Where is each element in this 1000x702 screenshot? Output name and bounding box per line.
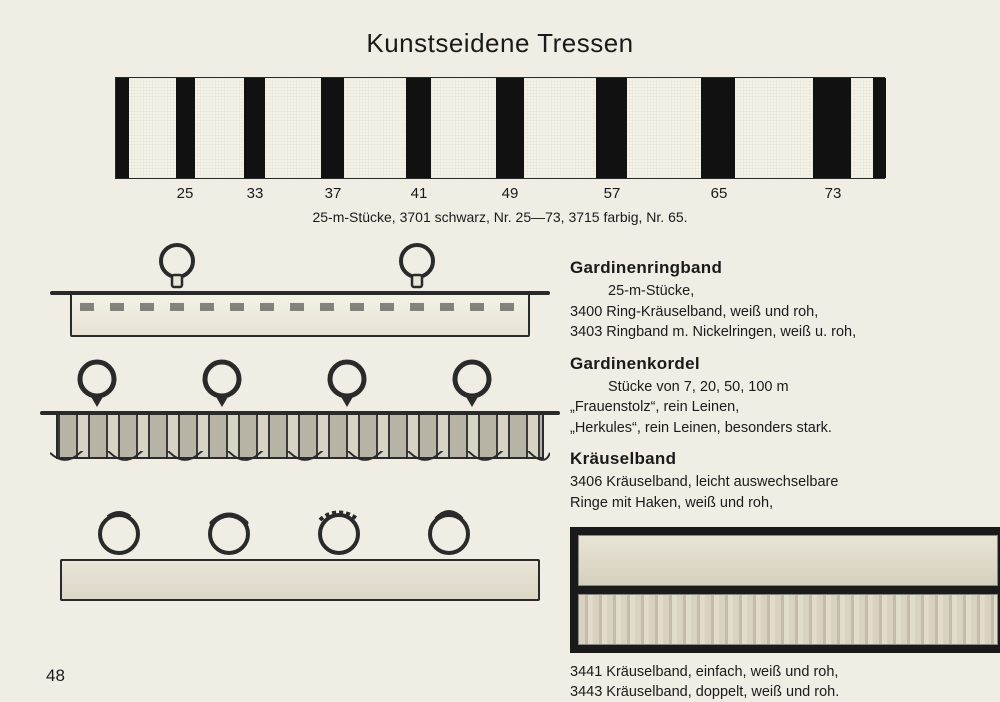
swatch-stripe xyxy=(873,78,886,178)
swatch-size-label: 57 xyxy=(604,185,621,202)
swatch-caption: 25-m-Stücke, 3701 schwarz, Nr. 25—73, 37… xyxy=(115,209,885,225)
sub-gardinenkordel: Stücke von 7, 20, 50, 100 m xyxy=(608,378,1000,398)
illustration-kordel xyxy=(60,511,540,601)
swatch-stripe xyxy=(813,78,851,178)
page-title: Kunstseidene Tressen xyxy=(40,28,960,59)
swatch-size-label: 65 xyxy=(711,185,728,202)
illustration-ringband xyxy=(70,253,530,333)
ring-icon xyxy=(420,505,478,563)
ring-icon xyxy=(150,241,204,295)
swatch-stripe xyxy=(244,78,265,178)
ring-icon xyxy=(195,359,249,413)
text-line: Ringe mit Haken, weiß und roh, xyxy=(570,494,1000,514)
text-line: 3443 Kräuselband, doppelt, weiß und roh. xyxy=(570,683,1000,702)
heading-kraeuselband: Kräuselband xyxy=(570,448,1000,471)
swatch-stripe xyxy=(701,78,735,178)
ring-icon xyxy=(200,505,258,563)
ring-icon xyxy=(320,359,374,413)
heading-gardinenringband: Gardinenringband xyxy=(570,257,1000,280)
ring-icon xyxy=(310,505,368,563)
swatch-stripe xyxy=(116,78,129,178)
swatch-size-label: 49 xyxy=(502,185,519,202)
sub-gardinenringband: 25-m-Stücke, xyxy=(608,282,1000,302)
swatch-size-label: 37 xyxy=(325,185,342,202)
swatch-size-label: 41 xyxy=(411,185,428,202)
heading-gardinenkordel: Gardinenkordel xyxy=(570,353,1000,376)
photo-strip-ruffled xyxy=(578,594,998,645)
tressen-swatch: 25 33 37 41 49 57 65 73 25-m-Stücke, 3701 schwa… xyxy=(115,77,885,225)
text-line: 3403 Ringband m. Nickelringen, weiß u. r… xyxy=(570,323,1000,343)
ring-icon xyxy=(390,241,444,295)
swatch-stripe xyxy=(321,78,344,178)
swatch-size-label: 25 xyxy=(177,185,194,202)
text-line: 3400 Ring-Kräuselband, weiß und roh, xyxy=(570,303,1000,323)
kraeuselband-photo xyxy=(570,527,1000,653)
ring-icon xyxy=(90,505,148,563)
text-line: 3441 Kräuselband, einfach, weiß und roh, xyxy=(570,663,1000,683)
ring-icon xyxy=(70,359,124,413)
text-line: 3406 Kräuselband, leicht auswechselbare xyxy=(570,473,1000,493)
swatch-stripe xyxy=(176,78,195,178)
photo-strip-plain xyxy=(578,535,998,586)
swatch-stripe xyxy=(406,78,431,178)
swatch-size-label: 73 xyxy=(825,185,842,202)
swatch-stripe xyxy=(496,78,524,178)
illustration-kraeuselband xyxy=(50,367,550,477)
ring-icon xyxy=(445,359,499,413)
swatch-size-label: 33 xyxy=(247,185,264,202)
swatch-stripe xyxy=(596,78,627,178)
text-line: „Herkules“, rein Leinen, besonders stark… xyxy=(570,419,1000,439)
text-line: „Frauenstolz“, rein Leinen, xyxy=(570,398,1000,418)
page-number: 48 xyxy=(46,666,65,686)
